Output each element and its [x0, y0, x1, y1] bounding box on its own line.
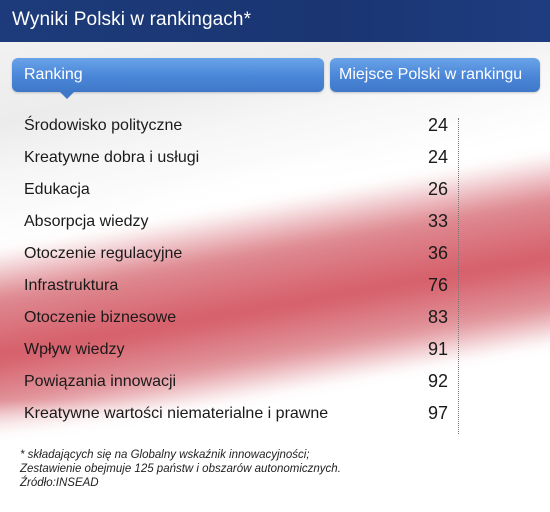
header-ranking: Ranking: [12, 58, 324, 99]
row-value: 26: [427, 179, 448, 199]
table-row: Edukacja 26: [0, 174, 550, 206]
column-divider: [458, 118, 459, 434]
footnote-scope: Zestawienie obejmuje 125 państw i obszar…: [20, 463, 341, 475]
row-name: Powiązania innowacji: [24, 373, 177, 390]
footnote-asterisk: * składających się na Globalny wskaźnik …: [20, 449, 310, 461]
header-place-label: Miejsce Polski w rankingu: [339, 66, 523, 83]
row-value: 91: [427, 339, 448, 359]
row-value: 36: [427, 243, 448, 263]
row-name: Kreatywne wartości niematerialne i prawn…: [24, 405, 329, 422]
row-value: 24: [427, 115, 448, 135]
row-value: 92: [427, 371, 448, 391]
footnote-source: Źródło:INSEAD: [20, 477, 99, 489]
table-row: Wpływ wiedzy 91: [0, 334, 550, 366]
title-bar: Wyniki Polski w rankingach*: [0, 0, 550, 42]
table-row: Kreatywne dobra i usługi 24: [0, 142, 550, 174]
row-name: Otoczenie regulacyjne: [24, 245, 183, 262]
table-row: Środowisko polityczne 24: [0, 110, 550, 142]
page-title: Wyniki Polski w rankingach*: [12, 9, 252, 30]
row-value: 97: [427, 403, 448, 423]
row-name: Otoczenie biznesowe: [24, 309, 177, 326]
table-row: Kreatywne wartości niematerialne i prawn…: [0, 398, 550, 430]
row-value: 33: [427, 211, 448, 231]
header-ranking-label: Ranking: [24, 66, 83, 83]
table-row: Infrastruktura 76: [0, 270, 550, 302]
row-name: Wpływ wiedzy: [24, 341, 125, 358]
row-value: 76: [427, 275, 448, 295]
header-place: Miejsce Polski w rankingu: [330, 58, 540, 92]
row-name: Kreatywne dobra i usługi: [24, 149, 200, 166]
table-row: Otoczenie biznesowe 83: [0, 302, 550, 334]
row-value: 24: [427, 147, 448, 167]
row-name: Infrastruktura: [24, 277, 119, 294]
table-row: Otoczenie regulacyjne 36: [0, 238, 550, 270]
row-value: 83: [427, 307, 448, 327]
table-row: Powiązania innowacji 92: [0, 366, 550, 398]
row-name: Absorpcja wiedzy: [24, 213, 149, 230]
row-name: Środowisko polityczne: [24, 117, 183, 134]
row-name: Edukacja: [24, 181, 90, 198]
footnotes: * składających się na Globalny wskaźnik …: [20, 448, 341, 490]
table-row: Absorpcja wiedzy 33: [0, 206, 550, 238]
